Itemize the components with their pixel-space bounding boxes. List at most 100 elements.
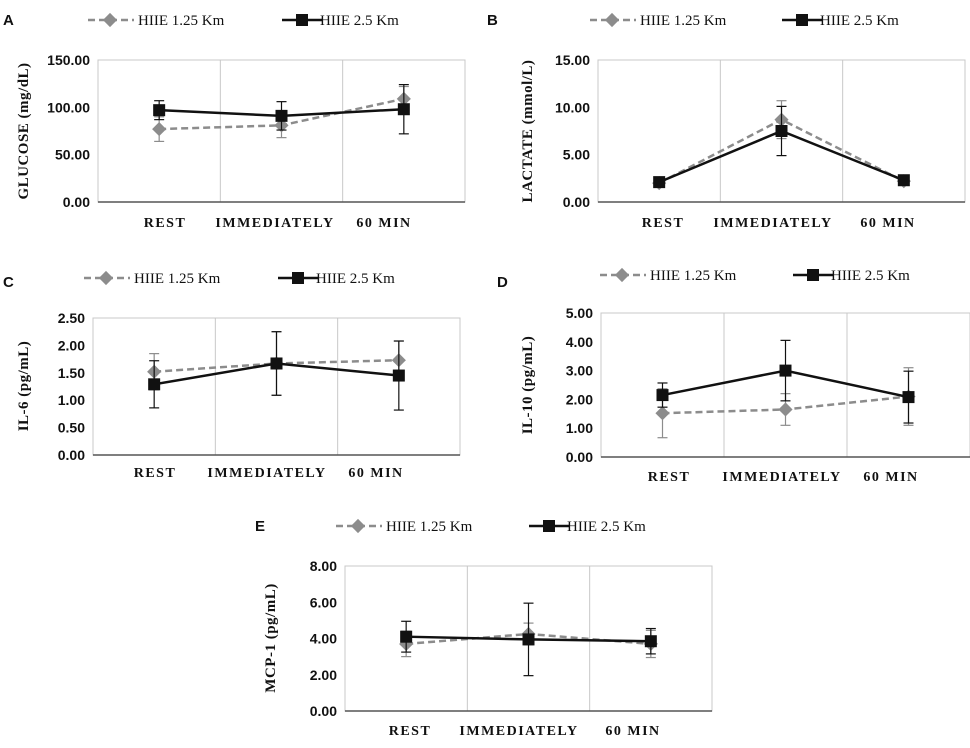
x-category-label: 60 MIN <box>356 216 411 231</box>
x-category-label: REST <box>144 216 187 231</box>
y-tick-label: 6.00 <box>310 594 337 610</box>
y-tick-label: 0.50 <box>58 420 85 436</box>
y-tick-label: 1.50 <box>58 365 85 381</box>
x-category-label: IMMEDIATELY <box>459 724 578 739</box>
x-category-label: REST <box>648 470 691 485</box>
y-tick-label: 0.00 <box>563 194 590 210</box>
y-tick-label: 5.00 <box>563 147 590 163</box>
y-axis-label: GLUCOSE (mg/dL) <box>16 62 32 199</box>
y-tick-label: 4.00 <box>566 334 593 350</box>
legend-label-series-1: HIIE 1.25 Km <box>138 13 225 29</box>
legend-marker-series-1 <box>614 267 630 283</box>
y-tick-label: 0.00 <box>566 449 593 465</box>
y-tick-label: 1.00 <box>58 392 85 408</box>
panel-letter: C <box>3 274 14 291</box>
legend-label-series-2: HIIE 2.5 Km <box>316 271 395 287</box>
y-tick-label: 10.00 <box>555 99 590 115</box>
y-tick-label: 150.00 <box>47 52 90 68</box>
legend-marker-series-2 <box>796 14 808 26</box>
x-category-label: REST <box>389 724 432 739</box>
y-tick-label: 2.00 <box>310 667 337 683</box>
y-tick-label: 4.00 <box>310 631 337 647</box>
y-tick-label: 2.50 <box>58 310 85 326</box>
legend-marker-series-2 <box>543 520 555 532</box>
data-point <box>897 174 910 187</box>
legend-marker-series-1 <box>102 12 118 28</box>
y-axis-label: LACTATE (mmol/L) <box>520 60 536 203</box>
legend-label-series-2: HIIE 2.5 Km <box>831 268 910 284</box>
x-category-label: REST <box>642 216 685 231</box>
y-tick-label: 2.00 <box>58 337 85 353</box>
legend: HIIE 1.25 Km HIIE 2.5 Km <box>336 518 646 535</box>
legend: HIIE 1.25 Km HIIE 2.5 Km <box>84 270 395 287</box>
series-2 <box>153 84 410 135</box>
chart-panel-a: A HIIE 1.25 Km HIIE 2.5 Km 0.00 50.00 100.00 1… <box>3 12 466 231</box>
data-point <box>270 357 283 370</box>
y-tick-label: 15.00 <box>555 52 590 68</box>
y-tick-label: 50.00 <box>55 147 90 163</box>
data-point <box>779 364 792 377</box>
legend-label-series-1: HIIE 1.25 Km <box>650 268 737 284</box>
data-point <box>656 389 669 402</box>
data-point <box>653 176 666 189</box>
x-category-label: IMMEDIATELY <box>713 216 832 231</box>
y-tick-label: 5.00 <box>566 305 593 321</box>
y-tick-label: 8.00 <box>310 558 337 574</box>
legend-label-series-2: HIIE 2.5 Km <box>820 13 899 29</box>
data-point <box>778 402 793 417</box>
data-point <box>644 635 657 648</box>
series-2 <box>656 339 915 424</box>
data-point <box>397 103 410 116</box>
legend-label-series-2: HIIE 2.5 Km <box>320 13 399 29</box>
panel-letter: B <box>487 12 498 29</box>
data-point <box>902 391 915 404</box>
data-point <box>775 125 788 137</box>
data-point <box>522 633 535 646</box>
legend-marker-series-2 <box>292 272 304 284</box>
legend-marker-series-2 <box>296 14 308 26</box>
legend-label-series-1: HIIE 1.25 Km <box>640 13 727 29</box>
legend: HIIE 1.25 Km HIIE 2.5 Km <box>600 267 910 284</box>
series-2 <box>400 602 657 677</box>
x-category-label: 60 MIN <box>348 466 403 481</box>
data-point <box>148 378 161 391</box>
y-tick-label: 3.00 <box>566 363 593 379</box>
legend-marker-series-2 <box>807 269 819 281</box>
legend: HIIE 1.25 Km HIIE 2.5 Km <box>590 12 899 29</box>
y-tick-label: 2.00 <box>566 391 593 407</box>
chart-panel-b: B HIIE 1.25 Km HIIE 2.5 Km 0.00 5.00 10.00 15.… <box>487 12 966 231</box>
y-tick-label: 1.00 <box>566 420 593 436</box>
x-category-label: 60 MIN <box>605 724 660 739</box>
chart-panel-d: D HIIE 1.25 Km HIIE 2.5 Km 0.00 1.00 2.00 3.00… <box>497 267 970 485</box>
legend-label-series-2: HIIE 2.5 Km <box>567 519 646 535</box>
y-axis-label: IL-10 (pg/mL) <box>520 336 536 435</box>
data-point <box>153 104 166 117</box>
x-category-label: 60 MIN <box>860 216 915 231</box>
series-2 <box>653 105 910 189</box>
legend-marker-series-1 <box>604 12 620 28</box>
legend-marker-series-1 <box>350 518 366 534</box>
x-category-label: REST <box>134 466 177 481</box>
y-tick-label: 0.00 <box>310 703 337 719</box>
legend-marker-series-1 <box>98 270 114 286</box>
legend-label-series-1: HIIE 1.25 Km <box>134 271 221 287</box>
data-point <box>400 630 413 643</box>
panel-letter: A <box>3 12 14 29</box>
legend-label-series-1: HIIE 1.25 Km <box>386 519 473 535</box>
y-tick-label: 100.00 <box>47 99 90 115</box>
legend: HIIE 1.25 Km HIIE 2.5 Km <box>88 12 399 29</box>
panel-letter: D <box>497 274 508 291</box>
y-tick-label: 0.00 <box>63 194 90 210</box>
data-point <box>275 109 288 122</box>
chart-panel-c: C HIIE 1.25 Km HIIE 2.5 Km 0.00 0.50 1.00 1.50… <box>3 270 461 481</box>
y-axis-label: IL-6 (pg/mL) <box>16 341 32 432</box>
chart-panel-e: E HIIE 1.25 Km HIIE 2.5 Km 0.00 2.00 4.00 6.00… <box>255 518 713 739</box>
y-axis-label: MCP-1 (pg/mL) <box>263 583 279 692</box>
data-point <box>152 122 167 137</box>
series-2 <box>148 331 405 411</box>
x-category-label: IMMEDIATELY <box>215 216 334 231</box>
panel-letter: E <box>255 518 265 535</box>
y-tick-label: 0.00 <box>58 447 85 463</box>
x-category-label: IMMEDIATELY <box>722 470 841 485</box>
